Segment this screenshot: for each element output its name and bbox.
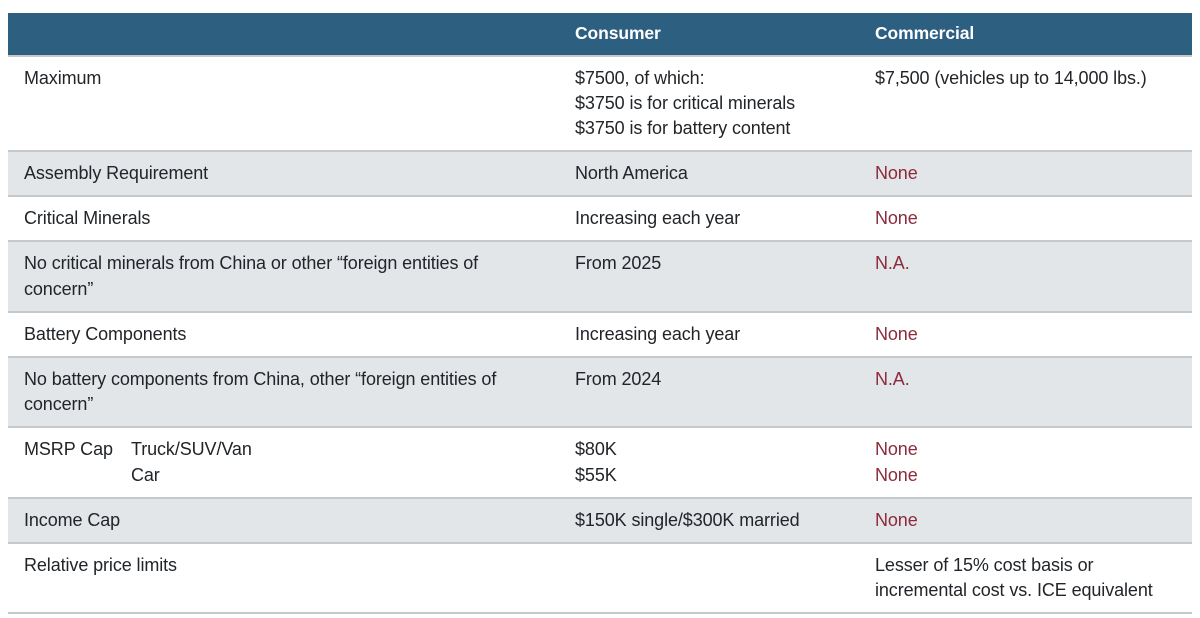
row-label: Income Cap <box>24 509 121 530</box>
consumer-value: $3750 is for battery content <box>575 117 791 138</box>
table-row-relative-price-limits: Relative price limits Lesser of 15% cost… <box>8 541 1192 613</box>
row-sublabel: Truck/SUV/Van <box>131 439 252 460</box>
commercial-value: None <box>875 509 918 530</box>
row-label: MSRP Cap <box>24 439 113 460</box>
row-label-group: MSRP Cap Truck/SUV/Van Car <box>8 428 559 496</box>
commercial-value: None <box>875 208 918 229</box>
table-header-row: Consumer Commercial <box>8 13 1192 55</box>
ev-tax-credit-comparison-table: Consumer Commercial Maximum $7500, of wh… <box>8 13 1192 615</box>
commercial-value: Lesser of 15% cost basis or <box>875 554 1094 575</box>
commercial-value: incremental cost vs. ICE equivalent <box>875 580 1153 601</box>
consumer-cell: North America <box>559 152 859 195</box>
consumer-cell <box>559 544 859 612</box>
commercial-value: None <box>875 163 918 184</box>
row-label: Assembly Requirement <box>24 163 209 184</box>
consumer-cell: Increasing each year <box>559 197 859 240</box>
table-row-battery-components: Battery Components Increasing each year … <box>8 310 1192 356</box>
commercial-value: None <box>875 464 918 485</box>
table-row-assembly-requirement: Assembly Requirement North America None <box>8 150 1192 196</box>
commercial-cell: None <box>859 499 1192 542</box>
row-label: Relative price limits <box>24 554 177 575</box>
consumer-value: North America <box>575 163 688 184</box>
row-sublabel: Car <box>131 464 160 485</box>
row-label: No critical minerals from China or other… <box>24 253 479 299</box>
commercial-value: $7,500 (vehicles up to 14,000 lbs.) <box>875 67 1147 88</box>
commercial-cell: N.A. <box>859 242 1192 310</box>
row-label: Critical Minerals <box>24 208 151 229</box>
consumer-value: From 2025 <box>575 253 662 274</box>
row-label: No battery components from China, other … <box>24 369 497 415</box>
consumer-cell: $7500, of which: $3750 is for critical m… <box>559 57 859 151</box>
consumer-cell: From 2025 <box>559 242 859 310</box>
consumer-value: Increasing each year <box>575 208 741 229</box>
consumer-cell: $80K $55K <box>559 428 859 496</box>
commercial-value: N.A. <box>875 369 910 389</box>
commercial-cell: None None <box>859 428 1192 496</box>
consumer-value: $80K <box>575 439 617 460</box>
table-row-no-critical-minerals-china: No critical minerals from China or other… <box>8 240 1192 311</box>
header-col-blank <box>8 13 559 55</box>
commercial-cell: None <box>859 313 1192 356</box>
header-col-consumer: Consumer <box>575 23 661 43</box>
commercial-cell: None <box>859 152 1192 195</box>
consumer-cell: $150K single/$300K married <box>559 499 859 542</box>
commercial-cell: N.A. <box>859 358 1192 426</box>
commercial-cell: Lesser of 15% cost basis or incremental … <box>859 544 1192 612</box>
consumer-value: Increasing each year <box>575 323 741 344</box>
table-row-msrp-cap: MSRP Cap Truck/SUV/Van Car $80K $55K Non… <box>8 426 1192 497</box>
consumer-cell: From 2024 <box>559 358 859 426</box>
row-label: Battery Components <box>24 323 187 344</box>
table-row-critical-minerals: Critical Minerals Increasing each year N… <box>8 195 1192 241</box>
consumer-value: $3750 is for critical minerals <box>575 92 796 113</box>
row-sublabels: Truck/SUV/Van Car <box>131 437 252 487</box>
table-row-maximum: Maximum $7500, of which: $3750 is for cr… <box>8 54 1192 151</box>
commercial-value: N.A. <box>875 253 910 274</box>
consumer-value: From 2024 <box>575 369 662 389</box>
table-row-no-battery-components-china: No battery components from China, other … <box>8 356 1192 427</box>
consumer-value: $55K <box>575 464 617 485</box>
commercial-value: None <box>875 323 918 344</box>
commercial-cell: $7,500 (vehicles up to 14,000 lbs.) <box>859 57 1192 151</box>
row-label: Maximum <box>24 67 102 88</box>
consumer-value: $150K single/$300K married <box>575 509 800 530</box>
commercial-cell: None <box>859 197 1192 240</box>
table-row-income-cap: Income Cap $150K single/$300K married No… <box>8 496 1192 542</box>
consumer-cell: Increasing each year <box>559 313 859 356</box>
consumer-value: $7500, of which: <box>575 67 705 88</box>
header-col-commercial: Commercial <box>875 23 975 43</box>
commercial-value: None <box>875 439 918 460</box>
